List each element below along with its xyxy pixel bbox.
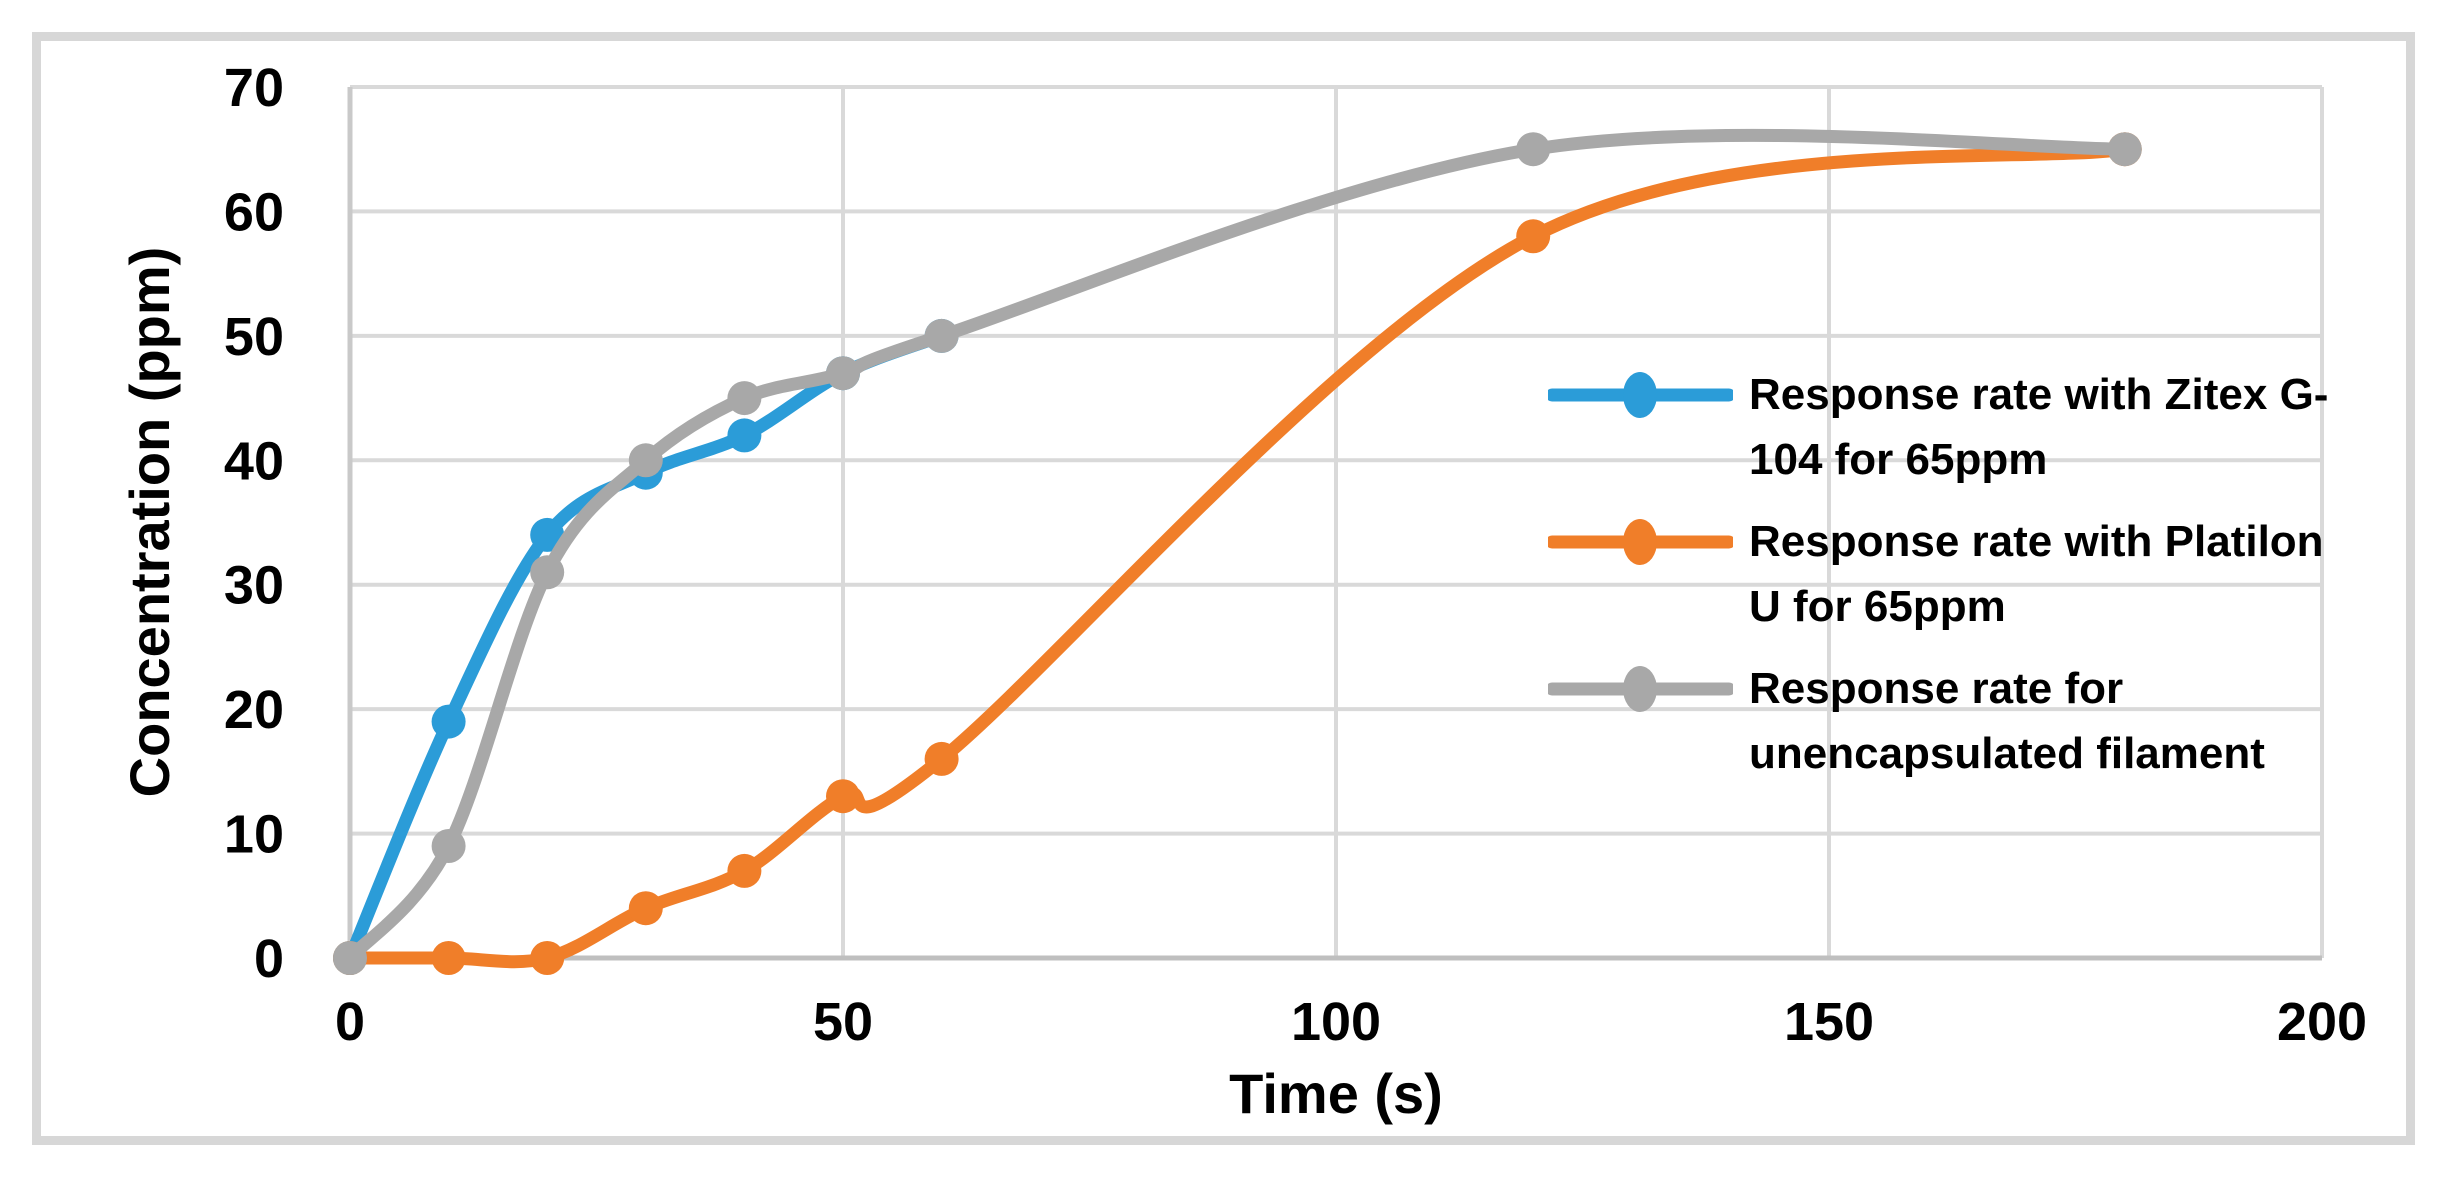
data-point-series-0	[530, 517, 565, 552]
data-point-series-2	[628, 443, 663, 478]
y-tick-label: 60	[224, 182, 284, 242]
data-point-series-0	[727, 418, 762, 453]
y-tick-label: 10	[224, 805, 284, 865]
y-tick-label: 40	[224, 431, 284, 491]
data-point-series-2	[431, 829, 466, 863]
legend-item-zitex: Response rate with Zitex G-104 for 65ppm	[1548, 362, 2349, 492]
legend-label: Response rate with Platilon U for 65ppm	[1749, 517, 2324, 631]
y-tick-label: 70	[224, 58, 284, 118]
x-tick-label: 150	[1784, 992, 1874, 1052]
data-point-series-1	[628, 891, 663, 926]
data-point-series-2	[727, 381, 762, 416]
x-axis-title: Time (s)	[1229, 1062, 1443, 1125]
legend-label: Response rate for unencapsulated filamen…	[1749, 664, 2265, 778]
legend: Response rate with Zitex G-104 for 65ppm…	[1548, 362, 2349, 786]
chart-border	[32, 32, 2415, 1145]
data-point-series-1	[1516, 219, 1551, 254]
data-point-series-1	[924, 741, 959, 776]
data-point-series-2	[333, 941, 367, 975]
y-axis-title: Concentration (ppm)	[118, 246, 181, 798]
legend-line-marker-icon	[1548, 372, 1733, 418]
x-tick-label: 200	[2277, 992, 2367, 1052]
legend-line-marker-icon	[1548, 519, 1733, 565]
y-tick-label: 20	[224, 680, 284, 740]
data-point-series-1	[826, 779, 860, 814]
legend-line-marker-icon	[1548, 666, 1733, 712]
data-point-series-2	[924, 318, 959, 353]
y-tick-label: 0	[254, 929, 284, 989]
data-point-series-2	[530, 555, 565, 590]
y-tick-label: 30	[224, 556, 284, 616]
legend-label: Response rate with Zitex G-104 for 65ppm	[1749, 370, 2329, 484]
y-tick-label: 50	[224, 307, 284, 367]
data-point-series-2	[2107, 132, 2142, 167]
legend-item-unencapsulated: Response rate for unencapsulated filamen…	[1548, 656, 2349, 786]
x-tick-label: 100	[1291, 992, 1381, 1052]
data-point-series-1	[431, 941, 466, 975]
legend-item-platilon: Response rate with Platilon U for 65ppm	[1548, 509, 2349, 639]
x-tick-label: 50	[813, 992, 873, 1052]
x-tick-label: 0	[335, 992, 365, 1052]
data-point-series-2	[1516, 132, 1551, 167]
data-point-series-1	[727, 853, 762, 888]
data-point-series-2	[826, 356, 860, 391]
data-point-series-1	[530, 941, 565, 975]
data-point-series-0	[431, 704, 466, 739]
